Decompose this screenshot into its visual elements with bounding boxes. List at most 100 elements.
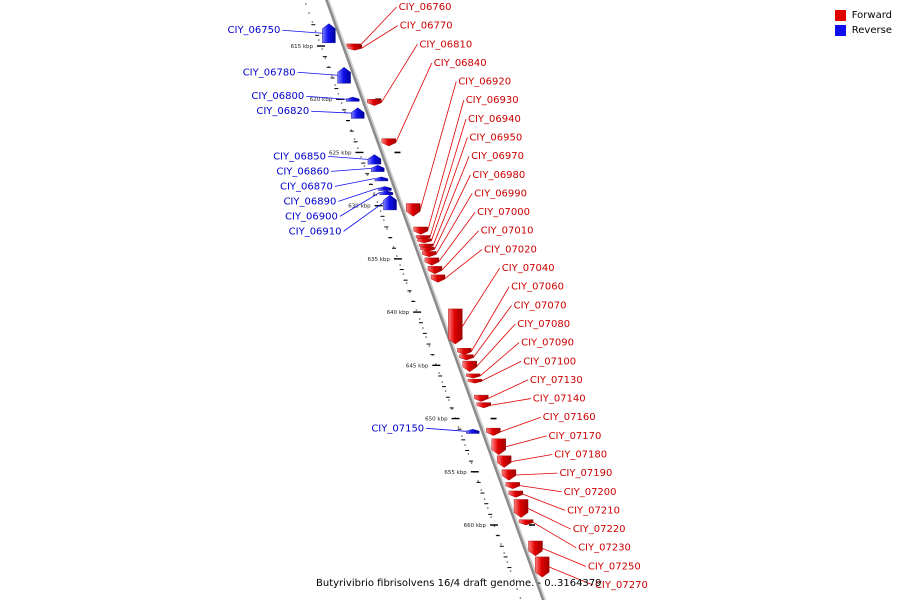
gene-arrow-CIY_06770[interactable] (347, 45, 362, 51)
gene-label-CIY_06760[interactable]: CIY_06760 (399, 2, 452, 13)
gene-label-CIY_07230[interactable]: CIY_07230 (578, 543, 631, 554)
track-dot (308, 12, 310, 14)
gene-arrow-CIY_06850[interactable] (367, 154, 382, 165)
gene-arrow-CIY_06980[interactable] (420, 246, 435, 252)
track-dot (415, 309, 418, 311)
gene-arrow-CIY_07060[interactable] (457, 348, 472, 355)
gene-label-CIY_06950[interactable]: CIY_06950 (469, 133, 522, 144)
gene-arrow-CIY_06890[interactable] (378, 186, 392, 191)
gene-label-CIY_07180[interactable]: CIY_07180 (554, 449, 607, 460)
gene-label-CIY_06970[interactable]: CIY_06970 (471, 151, 524, 162)
gene-label-leaders (282, 6, 594, 586)
gene-arrow-CIY_07070[interactable] (459, 354, 474, 361)
leader-CIY_07100 (481, 360, 522, 382)
gene-label-CIY_07150[interactable]: CIY_07150 (371, 423, 424, 434)
gene-arrow-CIY_06840[interactable] (381, 138, 396, 147)
gene-arrow-CIY_07080[interactable] (462, 360, 477, 372)
gene-label-CIY_06860[interactable]: CIY_06860 (276, 166, 329, 177)
gene-label-CIY_06920[interactable]: CIY_06920 (458, 77, 511, 88)
gene-arrow-CIY_07220[interactable] (513, 499, 529, 518)
gene-arrow-CIY_06860[interactable] (371, 164, 385, 172)
gene-label-CIY_07220[interactable]: CIY_07220 (573, 524, 626, 535)
gene-arrow-CIY_07210[interactable] (508, 490, 524, 498)
leader-CIY_07010 (441, 230, 479, 271)
gene-label-CIY_06940[interactable]: CIY_06940 (468, 114, 521, 125)
leader-CIY_07040 (461, 267, 501, 327)
gene-labels: CIY_06760 CIY_06770 CIY_06810 CIY_06840 CIY_… (228, 2, 648, 591)
gene-label-CIY_07040[interactable]: CIY_07040 (502, 263, 555, 274)
gene-label-CIY_06810[interactable]: CIY_06810 (419, 39, 472, 50)
gene-label-CIY_07100[interactable]: CIY_07100 (523, 356, 576, 367)
gene-arrow-CIY_06780[interactable] (337, 67, 351, 84)
gene-arrow-CIY_07040[interactable] (448, 308, 463, 345)
gene-arrow-CIY_06870[interactable] (374, 176, 389, 182)
gene-label-CIY_07000[interactable]: CIY_07000 (477, 207, 530, 218)
gene-label-CIY_06930[interactable]: CIY_06930 (466, 95, 519, 106)
gene-label-CIY_07210[interactable]: CIY_07210 (567, 505, 620, 516)
gene-arrow-CIY_07200[interactable] (505, 482, 520, 490)
gene-label-CIY_06800[interactable]: CIY_06800 (251, 91, 304, 102)
gene-label-CIY_07020[interactable]: CIY_07020 (484, 244, 537, 255)
gene-arrow-CIY_07230[interactable] (518, 519, 534, 526)
gene-label-CIY_06890[interactable]: CIY_06890 (283, 196, 336, 207)
leader-CIY_06800 (306, 95, 347, 100)
gene-label-CIY_07070[interactable]: CIY_07070 (514, 300, 567, 311)
gene-arrow-CIY_07180[interactable] (496, 455, 512, 468)
gene-arrow-CIY_06920[interactable] (406, 203, 421, 217)
gene-label-CIY_06840[interactable]: CIY_06840 (434, 58, 487, 69)
gene-arrow-CIY_07170[interactable] (491, 438, 506, 455)
gene-arrow-CIY_07090[interactable] (465, 373, 481, 379)
gene-label-CIY_07170[interactable]: CIY_07170 (549, 431, 602, 442)
gene-label-CIY_07250[interactable]: CIY_07250 (588, 561, 641, 572)
gene-arrow-CIY_06910[interactable] (383, 194, 397, 211)
gene-arrow-CIY_07270[interactable] (535, 556, 550, 578)
gene-label-CIY_07200[interactable]: CIY_07200 (564, 487, 617, 498)
gene-arrow-CIY_06750[interactable] (322, 23, 336, 44)
gene-arrow-CIY_07160[interactable] (486, 427, 501, 436)
gene-label-CIY_06850[interactable]: CIY_06850 (273, 151, 326, 162)
gene-label-CIY_06990[interactable]: CIY_06990 (474, 188, 527, 199)
gene-label-CIY_07190[interactable]: CIY_07190 (559, 468, 612, 479)
track-dot (305, 3, 307, 5)
legend-forward-label: Forward (851, 10, 892, 21)
gene-label-CIY_06780[interactable]: CIY_06780 (243, 67, 296, 78)
gene-label-CIY_07010[interactable]: CIY_07010 (481, 226, 534, 237)
track-dot (353, 138, 356, 140)
reverse-swatch (834, 25, 846, 36)
gene-arrow-CIY_07020[interactable] (430, 274, 446, 283)
tick-label: 615 kbp (291, 44, 314, 50)
gene-arrow-CIY_06800[interactable] (346, 96, 360, 102)
gene-label-CIY_07060[interactable]: CIY_07060 (511, 282, 564, 293)
gene-label-CIY_06980[interactable]: CIY_06980 (472, 170, 525, 181)
gene-arrow-CIY_07190[interactable] (501, 469, 517, 481)
gene-arrow-CIY_07150[interactable] (465, 428, 480, 434)
gene-label-CIY_06870[interactable]: CIY_06870 (280, 181, 333, 192)
gene-arrow-CIY_06810[interactable] (367, 99, 382, 106)
gene-label-CIY_07130[interactable]: CIY_07130 (530, 375, 583, 386)
gene-label-CIY_07080[interactable]: CIY_07080 (517, 319, 570, 330)
gene-label-CIY_06900[interactable]: CIY_06900 (285, 211, 338, 222)
gene-arrow-CIY_07000[interactable] (424, 257, 440, 266)
gene-arrow-CIY_06930[interactable] (413, 226, 428, 235)
gene-arrow-CIY_07100[interactable] (467, 378, 483, 384)
gene-label-CIY_07090[interactable]: CIY_07090 (521, 338, 574, 349)
gene-arrow-CIY_07130[interactable] (474, 394, 489, 402)
leader-CIY_06810 (381, 44, 418, 103)
gene-arrow-CIY_07140[interactable] (476, 402, 491, 409)
gene-label-CIY_06820[interactable]: CIY_06820 (256, 106, 309, 117)
gene-arrow-CIY_07250[interactable] (528, 540, 543, 557)
gene-arrow-CIY_06950[interactable] (417, 238, 432, 244)
gene-arrow-CIY_06820[interactable] (351, 107, 365, 119)
leader-CIY_07210 (522, 493, 566, 511)
gene-arrow-CIY_07010[interactable] (427, 266, 443, 275)
gene-label-CIY_06770[interactable]: CIY_06770 (400, 21, 453, 32)
track-dot (477, 480, 479, 482)
gene-label-CIY_06750[interactable]: CIY_06750 (228, 25, 281, 36)
gene-arrow-CIY_06900[interactable] (379, 190, 394, 195)
gene-label-CIY_06910[interactable]: CIY_06910 (289, 226, 342, 237)
gene-label-CIY_07270[interactable]: CIY_07270 (595, 580, 648, 591)
track-dot (480, 489, 483, 491)
gene-arrow-CIY_06990[interactable] (421, 251, 437, 257)
gene-label-CIY_07160[interactable]: CIY_07160 (543, 412, 596, 423)
gene-label-CIY_07140[interactable]: CIY_07140 (533, 394, 586, 405)
